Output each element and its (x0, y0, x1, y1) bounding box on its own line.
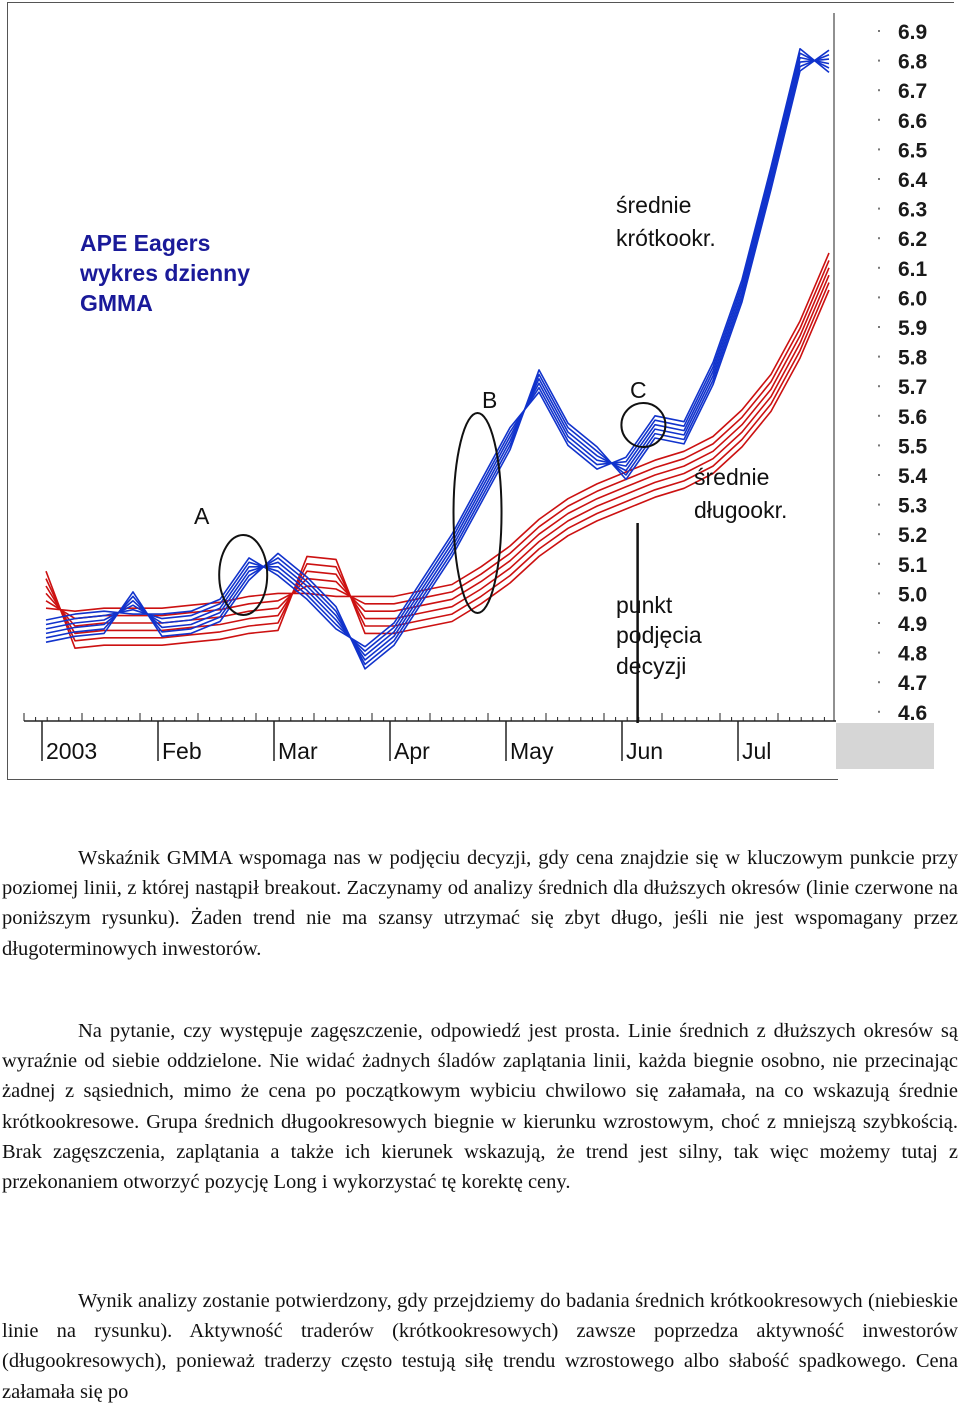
y-grid-dot (878, 89, 880, 92)
y-grid-dot (878, 30, 880, 32)
short-term-label-2: krótkookr. (616, 225, 716, 251)
y-grid-dot (878, 148, 880, 151)
long-term-label-2: długookr. (694, 497, 787, 523)
y-grid-dot (878, 651, 880, 654)
y-tick-label: 6.8 (898, 51, 928, 74)
y-tick-label: 5.6 (898, 406, 927, 429)
y-grid-dot (878, 237, 880, 240)
y-tick-label: 5.3 (898, 495, 927, 518)
y-tick-label: 5.4 (898, 465, 928, 488)
paragraph-2: Na pytanie, czy występuje zagęszczenie, … (2, 1020, 958, 1194)
marker-a-circle (218, 534, 269, 616)
short-term-ma-line (45, 49, 830, 670)
marker-a-label: A (194, 503, 210, 529)
x-tick-label: Apr (394, 738, 430, 764)
x-tick-label: Feb (162, 738, 202, 764)
decision-label-3: decyzji (616, 653, 686, 679)
y-tick-label: 4.7 (898, 672, 927, 695)
long-term-ma-line (45, 282, 830, 642)
decision-label-1: punkt (616, 592, 673, 618)
y-tick-label: 6.1 (898, 258, 928, 281)
y-tick-label: 6.5 (898, 139, 928, 162)
marker-c-label: C (630, 377, 647, 403)
y-grid-dot (878, 414, 880, 417)
x-tick-label: Jun (626, 738, 663, 764)
long-term-label-1: średnie (694, 464, 769, 490)
chart-title-line-3: GMMA (80, 290, 153, 316)
y-tick-label: 5.2 (898, 524, 927, 547)
long-term-ma-line (45, 274, 830, 635)
y-grid-dot (878, 326, 880, 328)
y-grid-dot (878, 355, 880, 358)
paragraph-3: Wynik analizy zostanie potwierdzony, gdy… (2, 1290, 958, 1403)
y-tick-label: 4.9 (898, 613, 927, 636)
short-term-ma-line (45, 56, 830, 657)
scroll-corner (836, 723, 934, 769)
paragraph-1: Wskaźnik GMMA wspomaga nas w podjęciu de… (2, 847, 958, 960)
y-tick-label: 6.4 (898, 169, 928, 192)
y-grid-dot (878, 562, 880, 565)
y-tick-label: 4.8 (898, 643, 928, 666)
y-grid-dot (878, 444, 880, 447)
y-tick-label: 4.6 (898, 702, 927, 725)
y-tick-label: 5.8 (898, 347, 928, 370)
long-term-ma-line (45, 289, 830, 650)
y-tick-label: 5.0 (898, 583, 927, 606)
x-tick-label: Mar (278, 738, 318, 764)
y-grid-dot (878, 592, 880, 595)
y-grid-dot (878, 207, 880, 210)
y-tick-label: 5.7 (898, 376, 927, 399)
y-grid-dot (878, 296, 880, 299)
y-grid-dot (878, 710, 880, 713)
x-tick-label: May (510, 738, 554, 764)
short-term-ma-line (45, 52, 830, 652)
x-tick-label: Jul (742, 738, 771, 764)
y-tick-label: 5.9 (898, 317, 927, 340)
short-term-label-1: średnie (616, 192, 691, 218)
long-term-ma-line (45, 260, 830, 620)
y-tick-label: 6.7 (898, 80, 927, 103)
short-term-ma-line (45, 58, 830, 661)
y-grid-dot (878, 622, 880, 624)
y-grid-dot (878, 474, 880, 476)
marker-c-circle (620, 402, 667, 448)
y-grid-dot (878, 385, 880, 388)
short-term-ma-line (45, 47, 830, 648)
y-tick-label: 6.9 (898, 21, 927, 44)
y-grid-dot (878, 178, 880, 180)
y-grid-dot (878, 681, 880, 684)
gmma-chart: 6.9 6.8 6.7 6.6 6.5 6.4 6.3 6.2 6.1 6.0 5.9 5.8 5.7 5… (23, 3, 955, 781)
y-tick-label: 5.5 (898, 435, 928, 458)
long-term-ma-line (45, 252, 830, 613)
y-grid-dot (878, 533, 880, 536)
y-grid-dot (878, 503, 880, 506)
y-tick-label: 6.3 (898, 199, 927, 222)
y-tick-label: 6.2 (898, 228, 927, 251)
y-tick-label: 6.0 (898, 287, 927, 310)
long-term-ma-line (45, 267, 830, 627)
x-tick-label: 2003 (46, 738, 97, 764)
short-term-ma-line (45, 53, 830, 666)
chart-title-line-2: wykres dzienny (79, 260, 250, 286)
y-tick-label: 6.6 (898, 110, 927, 133)
marker-b-circle (452, 412, 503, 614)
decision-label-2: podjęcia (616, 622, 702, 648)
y-grid-dot (878, 59, 880, 62)
chart-title-line-1: APE Eagers (80, 230, 210, 256)
gmma-chart-figure: 6.9 6.8 6.7 6.6 6.5 6.4 6.3 6.2 6.1 6.0 5.9 5.8 5.7 5… (7, 2, 955, 781)
y-tick-label: 5.1 (898, 554, 928, 577)
y-grid-dot (878, 266, 880, 269)
marker-b-label: B (482, 387, 497, 413)
y-grid-dot (878, 118, 880, 121)
